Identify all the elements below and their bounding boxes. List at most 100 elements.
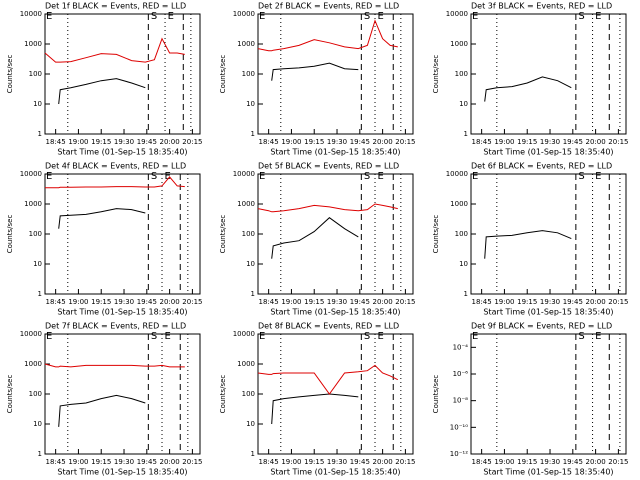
x-tick-label: 20:00 xyxy=(160,298,180,306)
y-tick-label: 10000 xyxy=(446,170,468,178)
series-line xyxy=(44,37,185,63)
x-tick-label: 18:45 xyxy=(472,298,492,306)
annotation: E xyxy=(595,171,601,182)
y-tick-label: 100 xyxy=(242,70,255,78)
series-line xyxy=(271,217,359,259)
panel-title: Det 3f BLACK = Events, RED = LLD xyxy=(471,2,612,11)
series-line xyxy=(257,203,398,213)
x-tick-label: 19:45 xyxy=(137,458,157,466)
x-axis-label: Start Time (01-Sep-15 18:35:40) xyxy=(270,468,400,477)
annotation: S xyxy=(364,11,370,22)
x-tick-label: 19:45 xyxy=(137,138,157,146)
y-tick-label: 1 xyxy=(251,290,255,298)
y-tick-label: 10000 xyxy=(233,170,255,178)
x-tick-label: 19:30 xyxy=(327,298,347,306)
y-tick-label: 10 xyxy=(246,100,255,108)
y-tick-label: 10000 xyxy=(20,170,42,178)
series-line xyxy=(58,78,146,105)
y-tick-label: 1 xyxy=(251,130,255,138)
y-axis-label: Counts/sec xyxy=(6,55,14,94)
panel-title: Det 5f BLACK = Events, RED = LLD xyxy=(258,162,399,171)
y-axis-label: Counts/sec xyxy=(219,215,227,254)
panel-title: Det 2f BLACK = Events, RED = LLD xyxy=(258,2,399,11)
plot-frame xyxy=(470,333,627,455)
y-axis-label: Counts/sec xyxy=(432,215,440,254)
x-tick-label: 19:15 xyxy=(304,298,324,306)
x-tick-label: 18:45 xyxy=(472,138,492,146)
series-line xyxy=(484,76,572,102)
y-tick-label: 10000 xyxy=(233,330,255,338)
x-tick-label: 20:15 xyxy=(395,138,415,146)
y-tick-label: 10⁻⁸ xyxy=(453,397,469,405)
y-tick-label: 100 xyxy=(29,390,42,398)
x-tick-label: 18:45 xyxy=(259,138,279,146)
y-tick-label: 1 xyxy=(38,290,42,298)
x-tick-label: 20:00 xyxy=(373,138,393,146)
x-tick-label: 18:45 xyxy=(46,138,66,146)
annotation: E xyxy=(46,11,52,22)
series-line xyxy=(257,19,398,52)
x-tick-label: 19:00 xyxy=(494,298,514,306)
y-tick-label: 1000 xyxy=(450,40,468,48)
annotation: E xyxy=(259,11,265,22)
x-axis-label: Start Time (01-Sep-15 18:35:40) xyxy=(57,148,187,157)
annotation: E xyxy=(165,331,171,342)
y-tick-label: 1000 xyxy=(237,40,255,48)
x-tick-label: 19:45 xyxy=(137,298,157,306)
annotation: E xyxy=(168,11,174,22)
y-tick-label: 10⁻⁶ xyxy=(453,370,469,378)
panel-title: Det 4f BLACK = Events, RED = LLD xyxy=(45,162,186,171)
x-tick-label: 18:45 xyxy=(46,458,66,466)
y-tick-label: 1 xyxy=(251,450,255,458)
x-tick-label: 19:00 xyxy=(68,138,88,146)
annotation: S xyxy=(364,331,370,342)
y-tick-label: 1 xyxy=(464,130,468,138)
y-tick-label: 1 xyxy=(38,130,42,138)
annotation: S xyxy=(151,171,157,182)
panel-title: Det 8f BLACK = Events, RED = LLD xyxy=(258,322,399,331)
y-tick-label: 100 xyxy=(455,230,468,238)
x-tick-label: 20:15 xyxy=(182,138,202,146)
x-tick-label: 19:30 xyxy=(540,458,560,466)
y-tick-label: 100 xyxy=(29,230,42,238)
y-tick-label: 1000 xyxy=(24,200,42,208)
y-tick-label: 10⁻¹⁰ xyxy=(450,423,468,431)
x-tick-label: 19:45 xyxy=(350,138,370,146)
x-tick-label: 20:15 xyxy=(608,298,628,306)
annotation: E xyxy=(378,11,384,22)
y-tick-label: 10000 xyxy=(233,10,255,18)
x-tick-label: 20:00 xyxy=(586,298,606,306)
y-tick-label: 1000 xyxy=(237,360,255,368)
x-tick-label: 19:45 xyxy=(350,298,370,306)
annotation: E xyxy=(595,11,601,22)
x-tick-label: 18:45 xyxy=(259,298,279,306)
y-tick-label: 10⁻¹² xyxy=(450,450,468,458)
annotation: E xyxy=(378,171,384,182)
x-tick-label: 20:00 xyxy=(586,138,606,146)
annotation: E xyxy=(378,331,384,342)
y-tick-label: 10 xyxy=(33,100,42,108)
x-tick-label: 18:45 xyxy=(259,458,279,466)
x-tick-label: 20:00 xyxy=(160,138,180,146)
x-tick-label: 19:00 xyxy=(281,458,301,466)
annotation: S xyxy=(364,171,370,182)
y-tick-label: 10000 xyxy=(20,330,42,338)
y-tick-label: 10 xyxy=(459,260,468,268)
x-tick-label: 19:30 xyxy=(540,138,560,146)
annotation: S xyxy=(151,331,157,342)
y-tick-label: 1000 xyxy=(237,200,255,208)
y-tick-label: 10 xyxy=(246,420,255,428)
series-line xyxy=(58,394,146,427)
y-tick-label: 10 xyxy=(246,260,255,268)
series-line xyxy=(257,364,399,395)
panel-title: Det 1f BLACK = Events, RED = LLD xyxy=(45,2,186,11)
x-tick-label: 20:15 xyxy=(608,138,628,146)
x-tick-label: 20:15 xyxy=(182,458,202,466)
x-axis-label: Start Time (01-Sep-15 18:35:40) xyxy=(483,148,613,157)
series-line xyxy=(271,62,359,81)
panel-title: Det 7f BLACK = Events, RED = LLD xyxy=(45,322,186,331)
y-tick-label: 100 xyxy=(29,70,42,78)
y-tick-label: 10 xyxy=(33,260,42,268)
panel-title: Det 6f BLACK = Events, RED = LLD xyxy=(471,162,612,171)
